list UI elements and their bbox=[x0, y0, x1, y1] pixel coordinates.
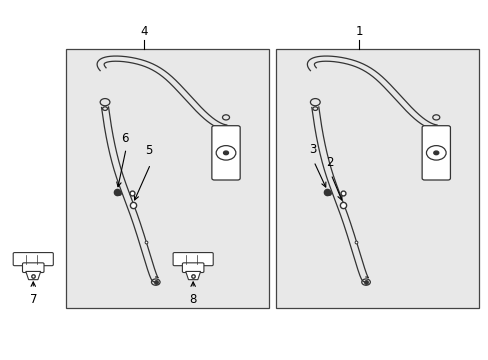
Circle shape bbox=[433, 151, 438, 155]
Text: 3: 3 bbox=[308, 143, 316, 156]
Text: 8: 8 bbox=[189, 293, 197, 306]
Text: 1: 1 bbox=[355, 25, 363, 38]
Polygon shape bbox=[26, 271, 41, 280]
Text: 4: 4 bbox=[140, 25, 148, 38]
FancyBboxPatch shape bbox=[173, 253, 213, 266]
Polygon shape bbox=[185, 271, 200, 280]
FancyBboxPatch shape bbox=[211, 126, 240, 180]
Text: 6: 6 bbox=[121, 131, 128, 144]
Circle shape bbox=[223, 151, 228, 155]
Text: 2: 2 bbox=[325, 156, 333, 169]
FancyBboxPatch shape bbox=[22, 263, 44, 273]
FancyBboxPatch shape bbox=[13, 253, 53, 266]
Text: 7: 7 bbox=[29, 293, 37, 306]
Text: 5: 5 bbox=[145, 144, 153, 157]
FancyBboxPatch shape bbox=[421, 126, 449, 180]
FancyBboxPatch shape bbox=[182, 263, 203, 273]
Bar bbox=[276, 49, 478, 308]
Bar bbox=[66, 49, 268, 308]
